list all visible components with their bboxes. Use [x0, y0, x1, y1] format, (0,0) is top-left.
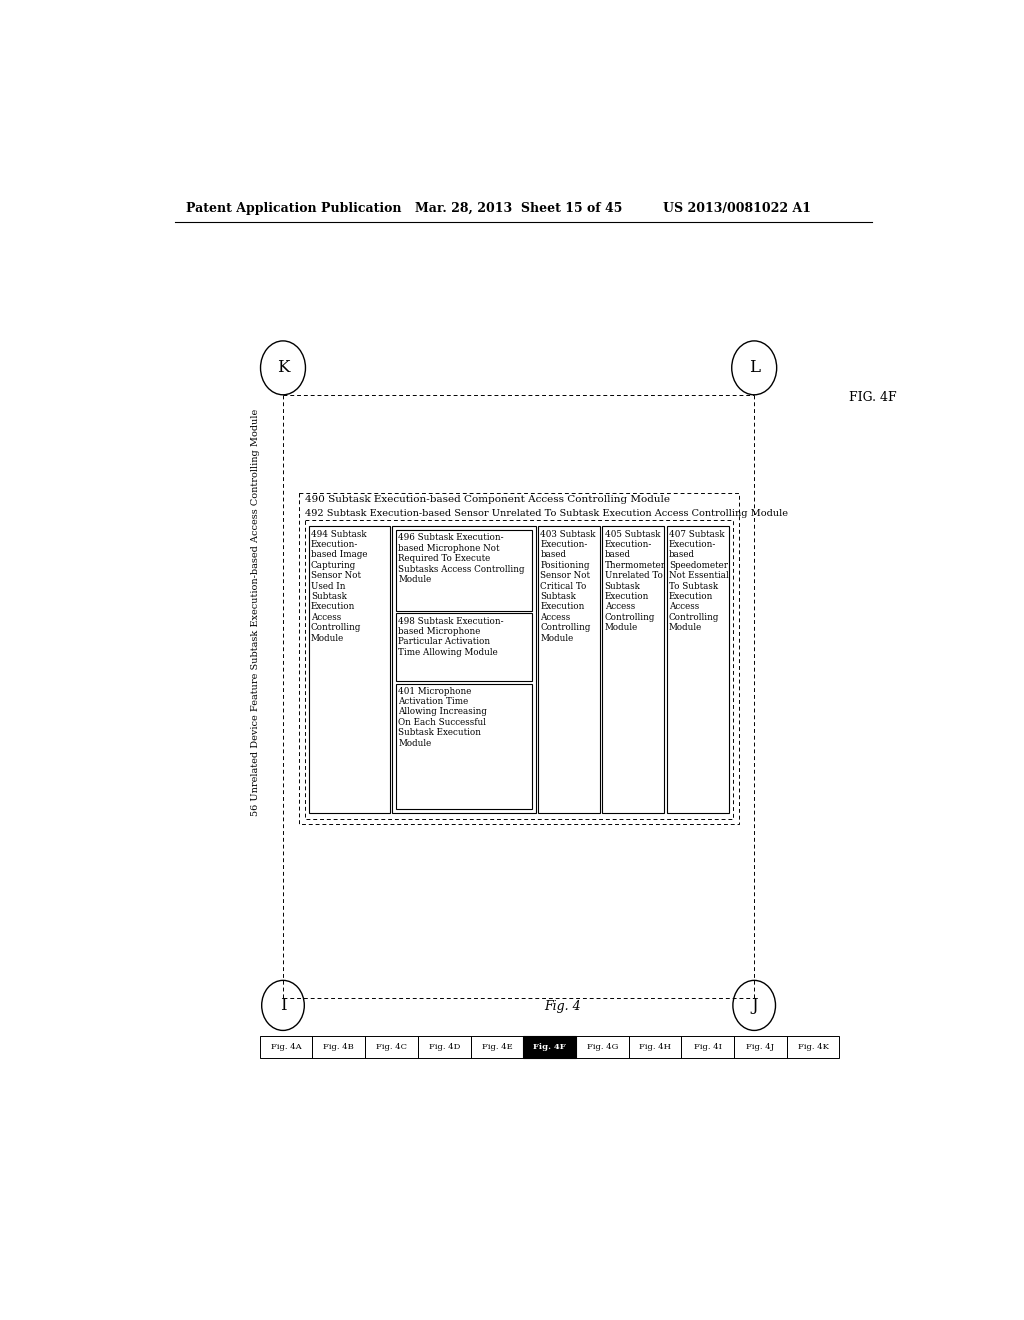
Text: 496 Subtask Execution-
based Microphone Not
Required To Execute
Subtasks Access : 496 Subtask Execution- based Microphone … — [398, 533, 525, 583]
Text: Fig. 4A: Fig. 4A — [270, 1043, 301, 1051]
Text: Fig. 4C: Fig. 4C — [376, 1043, 407, 1051]
Text: Fig. 4J: Fig. 4J — [746, 1043, 774, 1051]
Ellipse shape — [733, 981, 775, 1031]
Bar — [366, 1036, 418, 1057]
Text: I: I — [280, 997, 287, 1014]
Bar — [305, 520, 732, 818]
Text: 492 Subtask Execution-based Sensor Unrelated To Subtask Execution Access Control: 492 Subtask Execution-based Sensor Unrel… — [305, 508, 787, 517]
Bar — [786, 1036, 840, 1057]
Text: 494 Subtask
Execution-
based Image
Capturing
Sensor Not
Used In
Subtask
Executio: 494 Subtask Execution- based Image Captu… — [311, 529, 368, 643]
Text: Fig. 4D: Fig. 4D — [428, 1043, 460, 1051]
Text: Mar. 28, 2013  Sheet 15 of 45: Mar. 28, 2013 Sheet 15 of 45 — [415, 202, 623, 215]
Text: US 2013/0081022 A1: US 2013/0081022 A1 — [663, 202, 811, 215]
Bar — [260, 1036, 312, 1057]
Text: J: J — [751, 997, 758, 1014]
Text: Fig. 4I: Fig. 4I — [693, 1043, 722, 1051]
Text: 490 Subtask Execution-based Component Access Controlling Module: 490 Subtask Execution-based Component Ac… — [305, 495, 670, 504]
Text: Fig. 4G: Fig. 4G — [587, 1043, 618, 1051]
Text: Patent Application Publication: Patent Application Publication — [186, 202, 401, 215]
Text: 403 Subtask
Execution-
based
Positioning
Sensor Not
Critical To
Subtask
Executio: 403 Subtask Execution- based Positioning… — [541, 529, 596, 643]
Bar — [418, 1036, 471, 1057]
Text: L: L — [749, 359, 760, 376]
Bar — [575, 1036, 629, 1057]
Bar — [308, 527, 390, 813]
Text: 56 Unrelated Device Feature Subtask Execution-based Access Controlling Module: 56 Unrelated Device Feature Subtask Exec… — [251, 409, 260, 816]
Bar — [667, 527, 729, 813]
Bar — [523, 1036, 575, 1057]
Text: Fig. 4K: Fig. 4K — [798, 1043, 828, 1051]
Ellipse shape — [262, 981, 304, 1031]
Text: 401 Microphone
Activation Time
Allowing Increasing
On Each Successful
Subtask Ex: 401 Microphone Activation Time Allowing … — [398, 686, 487, 747]
Ellipse shape — [732, 341, 776, 395]
Text: 407 Subtask
Execution-
based
Speedometer
Not Essential
To Subtask
Execution
Acce: 407 Subtask Execution- based Speedometer… — [669, 529, 729, 632]
Bar — [538, 527, 600, 813]
Text: 498 Subtask Execution-
based Microphone
Particular Activation
Time Allowing Modu: 498 Subtask Execution- based Microphone … — [398, 616, 504, 657]
Bar — [299, 494, 738, 825]
Text: FIG. 4F: FIG. 4F — [849, 391, 896, 404]
Text: Fig. 4F: Fig. 4F — [534, 1043, 566, 1051]
Text: Fig. 4E: Fig. 4E — [481, 1043, 512, 1051]
Bar — [396, 614, 531, 681]
Bar — [312, 1036, 366, 1057]
Text: 405 Subtask
Execution-
based
Thermometer
Unrelated To
Subtask
Execution
Access
C: 405 Subtask Execution- based Thermometer… — [604, 529, 666, 632]
Text: Fig. 4: Fig. 4 — [544, 1001, 581, 1014]
Bar — [392, 527, 536, 813]
Ellipse shape — [260, 341, 305, 395]
Bar — [471, 1036, 523, 1057]
Text: Fig. 4B: Fig. 4B — [324, 1043, 354, 1051]
Bar — [734, 1036, 786, 1057]
Text: K: K — [276, 359, 289, 376]
Text: Fig. 4H: Fig. 4H — [639, 1043, 671, 1051]
Bar — [681, 1036, 734, 1057]
Bar — [602, 527, 665, 813]
Bar — [396, 684, 531, 809]
Bar — [396, 531, 531, 611]
Bar — [629, 1036, 681, 1057]
